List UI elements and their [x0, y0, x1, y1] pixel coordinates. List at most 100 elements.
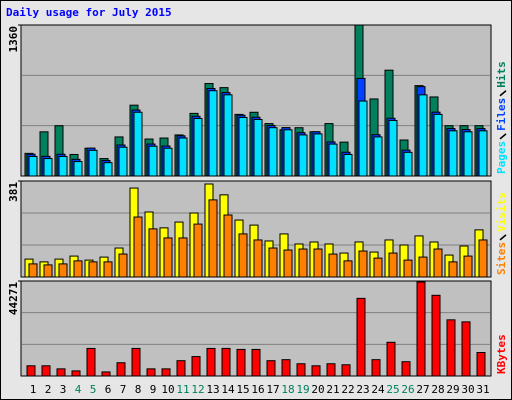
bar	[28, 263, 38, 278]
bar	[356, 297, 366, 377]
x-tick-label: 24	[371, 383, 385, 396]
bar	[163, 147, 173, 177]
bar	[178, 237, 188, 278]
y-tick-label: 1360	[7, 26, 20, 53]
x-tick-label: 26	[401, 383, 414, 396]
bar	[298, 248, 308, 278]
bar	[253, 118, 263, 177]
bar	[463, 131, 473, 177]
bar	[251, 348, 261, 377]
bar	[418, 94, 428, 177]
bar	[268, 247, 278, 278]
bar	[371, 359, 381, 377]
bar	[178, 137, 188, 177]
x-tick-label: 4	[75, 383, 82, 396]
legend-separator	[499, 133, 507, 140]
bar	[448, 130, 458, 177]
x-tick-label: 23	[356, 383, 369, 396]
bar	[418, 256, 428, 278]
y-tick-label: 381	[7, 182, 20, 202]
x-tick-label: 6	[105, 383, 112, 396]
x-tick-label: 17	[266, 383, 279, 396]
bar	[43, 264, 53, 278]
bar	[43, 158, 53, 177]
bar	[266, 360, 276, 377]
bar	[283, 249, 293, 278]
x-tick-label: 27	[416, 383, 429, 396]
x-tick-label: 1	[30, 383, 37, 396]
x-tick-label: 15	[236, 383, 249, 396]
bar	[191, 356, 201, 377]
x-tick-label: 25	[386, 383, 399, 396]
bar	[193, 117, 203, 177]
x-tick-label: 2	[45, 383, 52, 396]
bar	[206, 347, 216, 377]
x-tick-label: 19	[296, 383, 309, 396]
bar	[373, 136, 383, 177]
bar	[388, 119, 398, 177]
bar	[223, 214, 233, 278]
bar	[131, 347, 141, 377]
bar	[433, 248, 443, 278]
bar	[103, 261, 113, 278]
bar	[373, 257, 383, 278]
legend-entry: Visits	[495, 192, 508, 232]
bar	[161, 368, 171, 377]
bar	[28, 155, 38, 177]
bar	[73, 161, 83, 177]
legend-entry: Hits	[495, 61, 508, 88]
x-tick-label: 12	[191, 383, 204, 396]
bar	[148, 228, 158, 278]
legend-entry: Files	[495, 98, 508, 131]
bar	[208, 90, 218, 177]
x-tick-label: 9	[150, 383, 157, 396]
bar	[463, 255, 473, 278]
bar	[358, 250, 368, 278]
x-tick-label: 13	[206, 383, 219, 396]
legend-entry: KBytes	[495, 334, 508, 374]
bar	[478, 130, 488, 177]
bar	[403, 151, 413, 177]
bar	[388, 252, 398, 278]
bar	[478, 239, 488, 278]
x-tick-label: 30	[461, 383, 474, 396]
x-tick-label: 21	[326, 383, 339, 396]
bar	[223, 94, 233, 177]
bar	[386, 341, 396, 377]
bar	[73, 260, 83, 278]
bar	[118, 253, 128, 278]
bar	[101, 371, 111, 377]
x-tick-label: 18	[281, 383, 294, 396]
x-tick-label: 7	[120, 383, 127, 396]
bar	[476, 352, 486, 377]
x-tick-label: 16	[251, 383, 264, 396]
bar	[176, 360, 186, 377]
bar	[56, 368, 66, 377]
bar	[88, 261, 98, 278]
bar	[296, 363, 306, 377]
bar	[341, 364, 351, 377]
bar	[281, 359, 291, 377]
bar	[88, 149, 98, 177]
bar	[116, 362, 126, 377]
bar	[148, 145, 158, 177]
bar	[448, 261, 458, 278]
x-tick-label: 5	[90, 383, 97, 396]
legend-separator	[499, 90, 507, 97]
bar	[193, 223, 203, 278]
bar	[86, 347, 96, 377]
x-tick-label: 3	[60, 383, 67, 396]
bar	[58, 263, 68, 278]
bar	[328, 143, 338, 177]
bar	[328, 253, 338, 278]
bar	[26, 365, 36, 377]
bar	[313, 133, 323, 177]
x-tick-label: 31	[476, 383, 489, 396]
x-tick-label: 22	[341, 383, 354, 396]
bar	[358, 100, 368, 177]
x-tick-label: 14	[221, 383, 235, 396]
bar	[133, 111, 143, 177]
bar	[58, 155, 68, 177]
bar	[343, 153, 353, 177]
bar	[403, 259, 413, 278]
